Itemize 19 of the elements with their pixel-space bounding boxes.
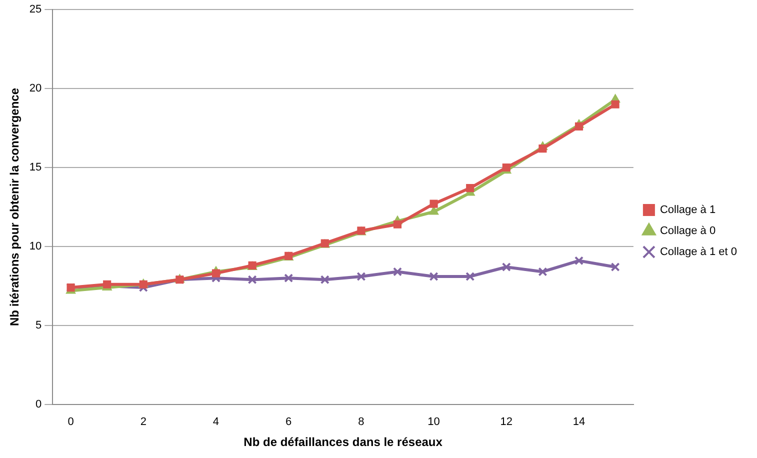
x-axis-title: Nb de défaillances dans le réseaux [244, 435, 443, 450]
x-tick-label: 2 [140, 416, 146, 428]
y-tick-label: 0 [36, 398, 42, 410]
y-tick-label: 5 [36, 319, 42, 332]
x-tick-label: 8 [358, 416, 364, 428]
x-tick-label: 10 [428, 416, 440, 428]
legend-label: Collage à 0 [660, 225, 716, 238]
x-tick-label: 0 [68, 416, 74, 428]
x-tick-label: 12 [500, 416, 513, 428]
y-tick-label: 25 [29, 4, 42, 16]
x-tick-label: 14 [572, 416, 586, 428]
legend-label: Collage à 1 [660, 204, 716, 216]
legend-label: Collage à 1 et 0 [660, 246, 738, 258]
y-tick-label: 20 [29, 82, 42, 95]
y-tick-label: 15 [29, 162, 42, 174]
x-tick-label: 4 [212, 416, 220, 428]
y-axis-title: Nb itérations pour obtenir la convergence [8, 88, 22, 326]
y-tick-label: 10 [29, 240, 42, 253]
x-tick-label: 6 [286, 416, 292, 428]
